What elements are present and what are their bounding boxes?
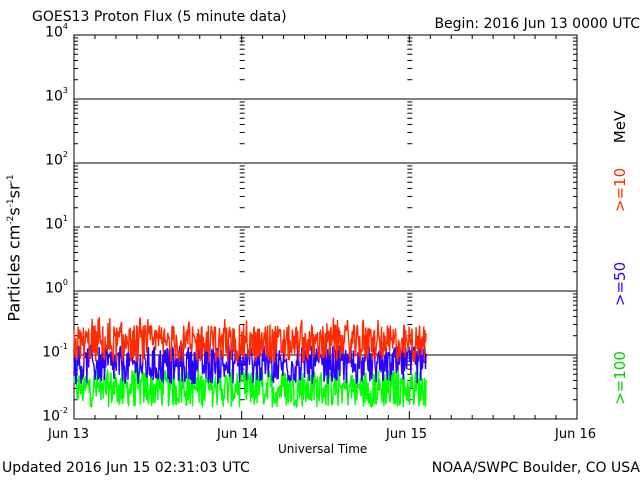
x-tick-label: Jun 15 — [386, 427, 427, 442]
legend-series-100: >=100 — [611, 351, 629, 405]
series-line — [73, 369, 427, 408]
legend-series-10: >=10 — [611, 167, 629, 213]
y-tick-label: 104 — [45, 22, 68, 41]
y-tick-label: 103 — [45, 86, 68, 105]
legend-series-50: >=50 — [611, 261, 629, 307]
credit-text: NOAA/SWPC Boulder, CO USA — [431, 460, 640, 476]
y-tick-label: 101 — [45, 214, 68, 233]
chart-title: GOES13 Proton Flux (5 minute data) — [32, 9, 287, 25]
x-tick-label: Jun 14 — [217, 427, 258, 442]
x-tick-label: Jun 16 — [555, 427, 596, 442]
series-line — [73, 316, 427, 363]
y-axis-title: Particles cm-2s-1sr-1 — [4, 174, 24, 322]
begin-time: Begin: 2016 Jun 13 0000 UTC — [434, 16, 640, 32]
y-tick-label: 10-1 — [42, 342, 68, 361]
x-tick-label: Jun 13 — [48, 427, 89, 442]
x-axis-title: Universal Time — [278, 442, 368, 456]
legend-unit: MeV — [611, 110, 629, 144]
y-tick-label: 102 — [45, 150, 68, 169]
updated-timestamp: Updated 2016 Jun 15 02:31:03 UTC — [2, 460, 250, 476]
y-tick-label: 100 — [45, 278, 68, 297]
y-tick-label: 10-2 — [42, 406, 68, 425]
